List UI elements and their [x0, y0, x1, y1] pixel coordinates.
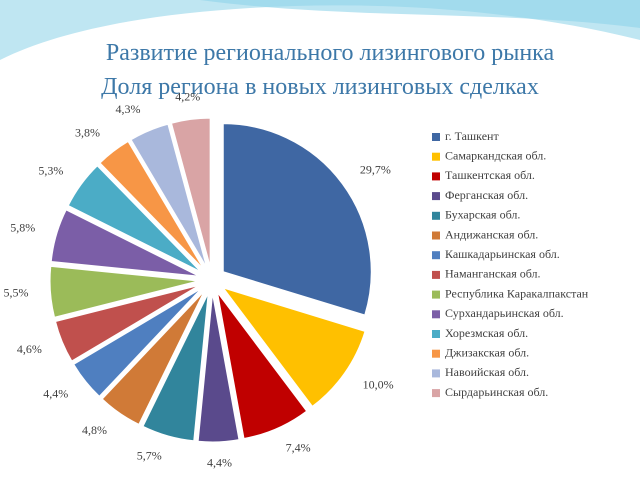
- legend-label: Республика Каракалпакстан: [445, 286, 589, 300]
- pie-slice: [99, 140, 204, 270]
- data-label: 4,2%: [175, 89, 200, 103]
- pie-slice: [67, 165, 202, 273]
- legend-label: Наманганская обл.: [445, 267, 541, 281]
- legend-label: Кашкадарьинская обл.: [445, 247, 560, 261]
- legend-label: Хорезмская обл.: [445, 326, 528, 340]
- data-label: 5,5%: [4, 285, 29, 299]
- header-wave: [200, 0, 640, 28]
- legend-swatch: [432, 330, 440, 338]
- legend-label: Сырдарьинская обл.: [445, 385, 548, 399]
- legend-swatch: [432, 251, 440, 260]
- pie-slice: [101, 291, 205, 426]
- data-label: 4,6%: [17, 342, 42, 356]
- data-label: 7,4%: [286, 440, 311, 454]
- legend-swatch: [432, 231, 440, 240]
- legend-label: Андижанская обл.: [445, 227, 538, 241]
- legend-label: Ферганская обл.: [445, 188, 528, 202]
- pie-slice: [49, 265, 199, 318]
- legend-label: Самаркандская обл.: [445, 148, 546, 162]
- chart-subtitle: Доля региона в новых лизинговых сделках: [101, 74, 539, 100]
- legend-label: Сурхандарьинская обл.: [445, 306, 564, 320]
- legend-swatch: [432, 389, 440, 398]
- legend-swatch: [432, 369, 440, 378]
- data-label: 10,0%: [363, 377, 394, 391]
- data-label: 4,8%: [82, 423, 107, 437]
- pie-slice: [130, 123, 208, 268]
- legend-swatch: [432, 290, 440, 299]
- pie-slice: [54, 284, 200, 362]
- pie-slice: [217, 292, 308, 440]
- legend-label: Бухарская обл.: [445, 208, 520, 222]
- legend-swatch: [432, 133, 440, 141]
- pie-slice: [222, 287, 366, 408]
- data-label: 29,7%: [360, 162, 391, 176]
- pie-slice: [50, 209, 199, 277]
- legend-swatch: [432, 172, 440, 181]
- legend-label: г. Ташкент: [445, 129, 499, 143]
- pie-slice: [197, 293, 240, 443]
- data-label: 5,7%: [137, 449, 162, 463]
- pie-slice: [170, 117, 211, 267]
- legend-label: Навоийская обл.: [445, 365, 529, 379]
- legend-swatch: [432, 211, 440, 220]
- data-label: 5,3%: [38, 163, 63, 177]
- legend-swatch: [432, 349, 440, 358]
- header-wave: [0, 0, 640, 60]
- data-label: 4,4%: [207, 456, 232, 470]
- pie-slice: [222, 123, 372, 316]
- data-label: 3,8%: [75, 126, 100, 140]
- data-label: 4,4%: [43, 387, 68, 401]
- legend-swatch: [432, 152, 440, 161]
- chart-title: Развитие регионального лизингового рынка: [106, 40, 555, 66]
- data-label: 4,3%: [115, 102, 140, 116]
- legend-swatch: [432, 192, 440, 201]
- pie-slice: [73, 288, 202, 397]
- legend-swatch: [432, 310, 440, 319]
- legend-label: Ташкентская обл.: [445, 168, 535, 182]
- legend-swatch: [432, 270, 440, 279]
- data-label: 5,8%: [10, 221, 35, 235]
- pie-slice: [142, 293, 209, 442]
- legend-label: Джизакская обл.: [445, 345, 529, 359]
